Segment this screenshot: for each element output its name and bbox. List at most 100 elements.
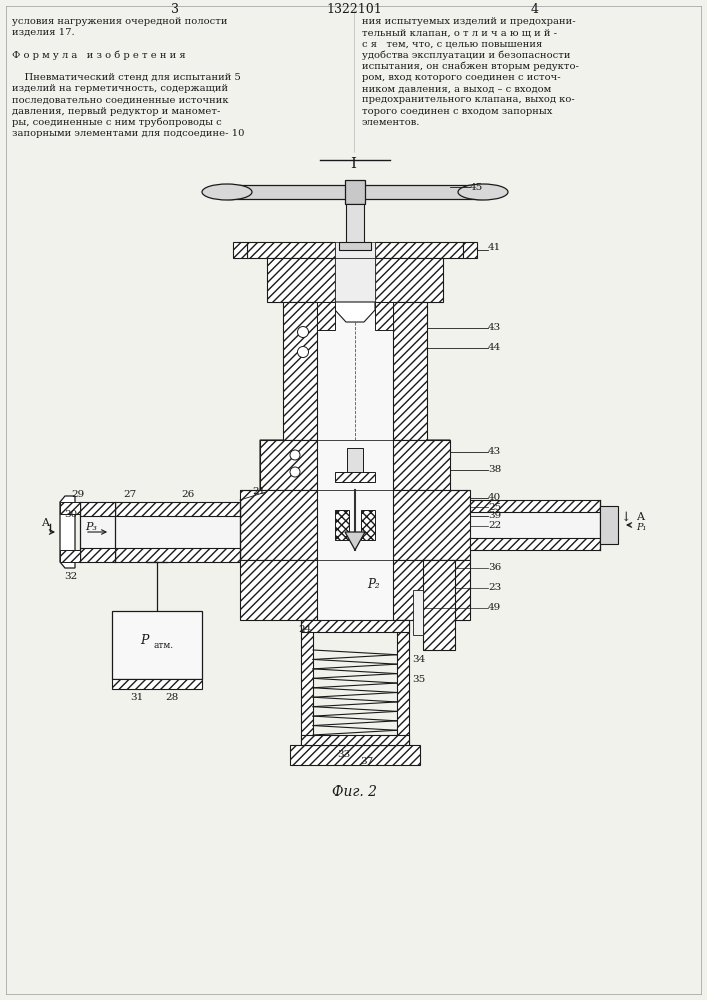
Bar: [335, 242, 375, 258]
Bar: [393, 490, 470, 560]
Bar: [470, 512, 600, 538]
Bar: [317, 440, 393, 490]
Bar: [339, 242, 371, 250]
Text: Фиг. 2: Фиг. 2: [332, 785, 378, 799]
Text: A: A: [636, 512, 644, 522]
Text: 32: 32: [64, 572, 77, 581]
Bar: [115, 502, 240, 516]
Text: Пневматический стенд для испытаний 5: Пневматический стенд для испытаний 5: [12, 73, 241, 82]
Bar: [80, 516, 115, 548]
Bar: [317, 302, 393, 440]
Text: A: A: [41, 518, 49, 528]
Polygon shape: [335, 302, 375, 322]
Bar: [240, 490, 317, 560]
Text: 22: 22: [488, 522, 501, 530]
Text: 49: 49: [488, 603, 501, 612]
Text: 36: 36: [488, 564, 501, 572]
Text: 34: 34: [412, 656, 425, 664]
Text: 35: 35: [412, 676, 425, 684]
Bar: [393, 302, 427, 440]
Text: 33: 33: [337, 750, 350, 759]
Bar: [361, 510, 375, 540]
Ellipse shape: [202, 184, 252, 200]
Text: ↓: ↓: [620, 510, 631, 524]
Bar: [267, 258, 335, 302]
Bar: [397, 620, 409, 745]
Bar: [60, 502, 80, 514]
Text: 25: 25: [488, 502, 501, 512]
Text: I: I: [350, 157, 356, 171]
Text: предохранительного клапана, выход ко-: предохранительного клапана, выход ко-: [362, 95, 575, 104]
Text: 23: 23: [488, 584, 501, 592]
Text: торого соединен с входом запорных: торого соединен с входом запорных: [362, 107, 552, 116]
Bar: [375, 302, 393, 330]
Bar: [346, 204, 364, 244]
Text: 38: 38: [488, 466, 501, 475]
Ellipse shape: [458, 184, 508, 200]
Text: 24: 24: [298, 625, 312, 634]
Text: 43: 43: [488, 324, 501, 332]
Polygon shape: [345, 532, 365, 550]
Bar: [112, 679, 202, 689]
Text: ры, соединенные с ним трубопроводы с: ры, соединенные с ним трубопроводы с: [12, 118, 222, 127]
Text: ником давления, а выход – с входом: ником давления, а выход – с входом: [362, 84, 551, 93]
Text: условия нагружения очередной полости: условия нагружения очередной полости: [12, 17, 228, 26]
Text: P₃: P₃: [85, 522, 97, 532]
Bar: [375, 242, 463, 258]
Text: атм.: атм.: [153, 642, 173, 650]
Text: 45: 45: [470, 184, 484, 192]
Text: 44: 44: [488, 344, 501, 353]
Bar: [247, 242, 335, 258]
Polygon shape: [60, 496, 75, 568]
Text: ром, вход которого соединен с источ-: ром, вход которого соединен с источ-: [362, 73, 561, 82]
Bar: [463, 242, 477, 258]
Text: 39: 39: [488, 512, 501, 520]
Text: 1322101: 1322101: [326, 3, 382, 16]
Text: 40: 40: [488, 493, 501, 502]
Bar: [335, 472, 375, 482]
Circle shape: [290, 450, 300, 460]
Text: 31: 31: [130, 693, 144, 702]
Polygon shape: [260, 440, 283, 490]
Text: тельный клапан, о т л и ч а ю щ и й -: тельный клапан, о т л и ч а ю щ и й -: [362, 28, 557, 37]
Text: испытания, он снабжен вторым редукто-: испытания, он снабжен вторым редукто-: [362, 62, 579, 71]
Bar: [393, 440, 450, 490]
Bar: [600, 506, 618, 544]
Bar: [317, 490, 393, 560]
Text: изделия 17.: изделия 17.: [12, 28, 75, 37]
Bar: [260, 440, 317, 490]
Text: P₂: P₂: [367, 578, 380, 591]
Bar: [283, 302, 317, 440]
Bar: [80, 502, 115, 516]
Bar: [227, 185, 483, 199]
Bar: [413, 590, 423, 635]
Bar: [60, 550, 80, 562]
Text: изделий на герметичность, содержащий: изделий на герметичность, содержащий: [12, 84, 228, 93]
Text: ния испытуемых изделий и предохрани-: ния испытуемых изделий и предохрани-: [362, 17, 575, 26]
Text: 4: 4: [531, 3, 539, 16]
Text: запорными элементами для подсоедине- 10: запорными элементами для подсоедине- 10: [12, 129, 245, 138]
Text: с я   тем, что, с целью повышения: с я тем, что, с целью повышения: [362, 39, 542, 48]
Bar: [470, 500, 600, 512]
Text: 30: 30: [64, 510, 77, 519]
Text: 27: 27: [124, 490, 136, 499]
Bar: [115, 516, 240, 548]
Bar: [470, 538, 600, 550]
Text: 43: 43: [488, 448, 501, 456]
Bar: [301, 735, 409, 745]
Bar: [375, 258, 443, 302]
Text: 3: 3: [171, 3, 179, 16]
Circle shape: [298, 347, 308, 358]
Text: 41: 41: [488, 242, 501, 251]
Bar: [301, 620, 313, 745]
Circle shape: [290, 467, 300, 477]
Bar: [290, 745, 420, 765]
Text: элементов.: элементов.: [362, 118, 421, 127]
Text: 26: 26: [182, 490, 194, 499]
Bar: [112, 611, 202, 679]
Bar: [240, 560, 317, 620]
Text: давления, первый редуктор и маномет-: давления, первый редуктор и маномет-: [12, 107, 221, 116]
Bar: [423, 560, 455, 650]
Bar: [115, 548, 240, 562]
Bar: [301, 620, 409, 632]
